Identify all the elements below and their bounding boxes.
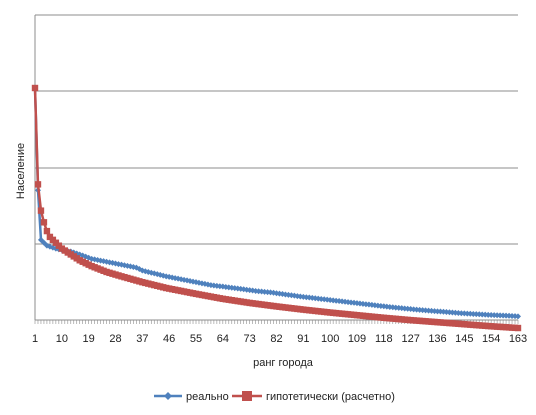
x-tick-label: 46: [163, 333, 175, 345]
x-tick-label: 91: [297, 333, 309, 345]
series-hypothetical: [31, 84, 522, 332]
x-tick-label: 28: [109, 333, 121, 345]
x-tick-labels: 1 10 19 28 37 46 55 64 73 82 91 100 109 118 127 136 145 1…: [32, 333, 527, 345]
x-tick-label: 136: [428, 333, 446, 345]
x-axis-title: ранг города: [253, 357, 314, 369]
x-tick-label: 73: [244, 333, 256, 345]
series-line: [33, 87, 519, 318]
x-tick-label: 37: [136, 333, 148, 345]
x-tick-label: 100: [321, 333, 339, 345]
x-tick-label: 10: [56, 333, 68, 345]
x-tick-label: 55: [190, 333, 202, 345]
legend-item-real[interactable]: реально: [154, 391, 229, 403]
legend: реально гипотетически (расчетно): [154, 391, 395, 403]
data-point: [514, 324, 522, 332]
legend-marker-square: [242, 391, 252, 401]
data-point: [34, 181, 42, 188]
legend-item-hypothetical[interactable]: гипотетически (расчетно): [232, 391, 395, 403]
x-tick-label: 82: [270, 333, 282, 345]
x-tick-label: 127: [401, 333, 419, 345]
data-point: [43, 227, 51, 235]
data-point: [515, 313, 521, 320]
axes: [34, 15, 519, 324]
legend-marker-diamond: [164, 392, 172, 400]
data-point: [252, 287, 259, 294]
series-layer: [31, 84, 522, 332]
x-tick-label: 163: [509, 333, 527, 345]
legend-label-real: реально: [186, 391, 229, 403]
x-tick-label: 118: [375, 333, 393, 345]
x-tick-label: 154: [482, 333, 500, 345]
x-tick-label: 19: [83, 333, 95, 345]
legend-label-hypothetical: гипотетически (расчетно): [266, 391, 395, 403]
series-real: [32, 85, 521, 320]
x-tick-label: 64: [217, 333, 229, 345]
x-tick-label: 1: [32, 333, 38, 345]
data-point: [40, 219, 48, 226]
data-point: [31, 84, 39, 92]
x-tick-label: 145: [455, 333, 473, 345]
data-point: [37, 207, 45, 214]
y-axis-title: Население: [15, 143, 27, 199]
x-tick-label: 109: [348, 333, 366, 345]
